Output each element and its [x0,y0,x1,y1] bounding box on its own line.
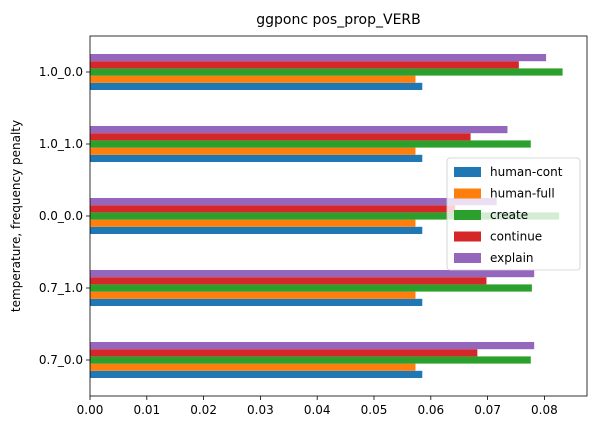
bar-human-cont-0.7_0.0 [90,370,423,378]
x-tick-label: 0.07 [474,403,501,417]
y-tick-label: 0.0_0.0 [39,209,83,223]
legend-swatch-human-full [454,188,481,199]
bar-create-0.7_1.0 [90,284,532,292]
x-tick-label: 0.08 [531,403,558,417]
x-tick-label: 0.03 [247,403,274,417]
axes-group: 0.00 0.01 0.02 0.03 0.04 0.05 0.06 0.07 0.08 0.7_… [39,35,588,417]
legend-swatch-human-cont [454,167,481,177]
legend-label-continue: continue [490,230,542,244]
x-tick-label: 0.01 [133,403,160,417]
bar-explain-1.0_1.0 [90,126,508,134]
bar-human-full-0.7_1.0 [90,291,416,299]
bar-continue-1.0_1.0 [90,133,471,141]
bar-human-full-1.0_0.0 [90,75,416,83]
x-tick-label: 0.06 [417,403,444,417]
bar-create-0.0_0.0 [90,212,560,220]
legend: human-cont human-full create continue explai… [446,157,581,271]
bar-continue-0.0_0.0 [90,205,456,213]
bar-human-cont-0.7_1.0 [90,298,423,306]
y-tick-label: 0.7_0.0 [39,353,83,367]
bar-continue-1.0_0.0 [90,61,519,69]
x-tick-label: 0.04 [304,403,331,417]
y-tick-label: 1.0_0.0 [39,65,83,79]
bars-group [90,54,563,378]
x-tick-label: 0.02 [190,403,217,417]
bar-continue-0.7_1.0 [90,277,487,285]
bar-explain-1.0_0.0 [90,54,547,62]
bar-explain-0.0_0.0 [90,198,497,206]
legend-box [446,157,581,271]
bar-explain-0.7_1.0 [90,270,535,278]
bar-create-1.0_1.0 [90,140,531,148]
bar-explain-0.7_0.0 [90,342,535,350]
bar-human-full-0.0_0.0 [90,219,416,227]
bar-continue-0.7_0.0 [90,349,478,357]
x-tick-label: 0.05 [361,403,388,417]
bar-human-full-0.7_0.0 [90,363,416,371]
y-tick-label: 0.7_1.0 [39,281,83,295]
legend-swatch-create [454,210,481,220]
bar-create-0.7_0.0 [90,356,531,364]
legend-label-create: create [490,208,528,222]
y-axis-label: temperature, frequency penalty [9,120,23,312]
bar-human-full-1.0_1.0 [90,147,416,155]
legend-swatch-explain [454,253,481,263]
x-tick-label: 0.00 [77,403,104,417]
bar-human-cont-1.0_1.0 [90,154,423,162]
y-tick-label: 1.0_1.0 [39,137,83,151]
chart-title: ggponc pos_prop_VERB [256,12,421,28]
legend-swatch-continue [454,231,481,242]
bar-human-cont-0.0_0.0 [90,226,423,234]
bar-human-cont-1.0_0.0 [90,82,423,90]
legend-label-explain: explain [490,251,534,265]
legend-label-human-cont: human-cont [490,165,563,179]
bar-create-1.0_0.0 [90,68,563,76]
legend-label-human-full: human-full [490,187,555,201]
